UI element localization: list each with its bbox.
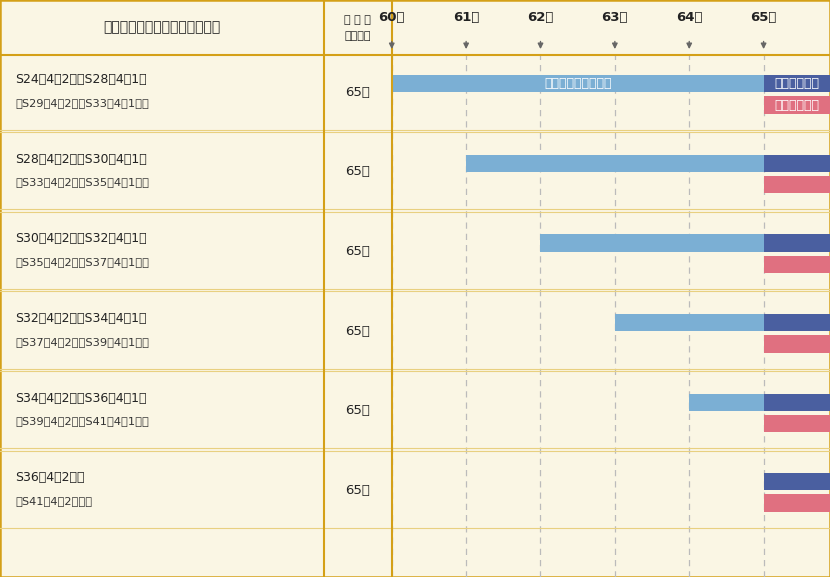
Text: 65歳: 65歳 bbox=[345, 325, 370, 338]
Text: （S29年4月2日～S33年4月1日）: （S29年4月2日～S33年4月1日） bbox=[15, 98, 149, 108]
Bar bbox=[764, 314, 830, 331]
Text: 65歳: 65歳 bbox=[345, 404, 370, 417]
Bar bbox=[764, 256, 830, 273]
Text: S28年4月2日～S30年4月1日: S28年4月2日～S30年4月1日 bbox=[15, 153, 147, 166]
Bar bbox=[764, 473, 830, 490]
Text: 60歳: 60歳 bbox=[378, 10, 405, 24]
Text: 満 額 の: 満 額 の bbox=[344, 16, 371, 25]
Bar bbox=[615, 314, 764, 331]
Text: 65歳: 65歳 bbox=[750, 10, 777, 24]
Text: （S33年4月2日～S35年4月1日）: （S33年4月2日～S35年4月1日） bbox=[15, 177, 149, 188]
Bar bbox=[764, 96, 830, 114]
Bar bbox=[392, 75, 764, 92]
Text: 63歳: 63歳 bbox=[602, 10, 628, 24]
Text: S32年4月2日～S34年4月1日: S32年4月2日～S34年4月1日 bbox=[15, 312, 146, 325]
Text: S30年4月2日～S32年4月1日: S30年4月2日～S32年4月1日 bbox=[15, 233, 147, 245]
Bar bbox=[764, 155, 830, 172]
Text: 支給年齢: 支給年齢 bbox=[344, 31, 371, 41]
Text: 生年月日（　）内は女性の場合: 生年月日（ ）内は女性の場合 bbox=[103, 20, 221, 35]
Text: 65歳: 65歳 bbox=[345, 484, 370, 497]
Text: （S37年4月2日～S39年4月1日）: （S37年4月2日～S39年4月1日） bbox=[15, 336, 149, 347]
Bar bbox=[689, 394, 764, 411]
Text: 61歳: 61歳 bbox=[453, 10, 479, 24]
Bar bbox=[540, 234, 764, 252]
Text: S36年4月2日～: S36年4月2日～ bbox=[15, 471, 85, 484]
Bar bbox=[764, 75, 830, 92]
Bar bbox=[764, 415, 830, 432]
Text: 65歳: 65歳 bbox=[345, 245, 370, 258]
Text: 老齢基礎年金: 老齢基礎年金 bbox=[774, 99, 819, 111]
Bar bbox=[764, 176, 830, 193]
Text: 報酬比例部分の年金: 報酬比例部分の年金 bbox=[544, 77, 612, 90]
Bar bbox=[764, 234, 830, 252]
Text: （S41年4月2日～）: （S41年4月2日～） bbox=[15, 496, 92, 506]
Text: 62歳: 62歳 bbox=[527, 10, 554, 24]
Text: 65歳: 65歳 bbox=[345, 86, 370, 99]
Bar bbox=[764, 394, 830, 411]
Text: 64歳: 64歳 bbox=[676, 10, 702, 24]
Text: （S39年4月2日～S41年4月1日）: （S39年4月2日～S41年4月1日） bbox=[15, 416, 149, 426]
Bar bbox=[764, 494, 830, 512]
Text: 老齢厚生年金: 老齢厚生年金 bbox=[774, 77, 819, 90]
Bar bbox=[466, 155, 764, 172]
Text: S34年4月2日～S36年4月1日: S34年4月2日～S36年4月1日 bbox=[15, 392, 146, 404]
Bar bbox=[764, 335, 830, 353]
Text: （S35年4月2日～S37年4月1日）: （S35年4月2日～S37年4月1日） bbox=[15, 257, 149, 267]
Text: S24年4月2日～S28年4月1日: S24年4月2日～S28年4月1日 bbox=[15, 73, 147, 86]
Text: 65歳: 65歳 bbox=[345, 166, 370, 178]
